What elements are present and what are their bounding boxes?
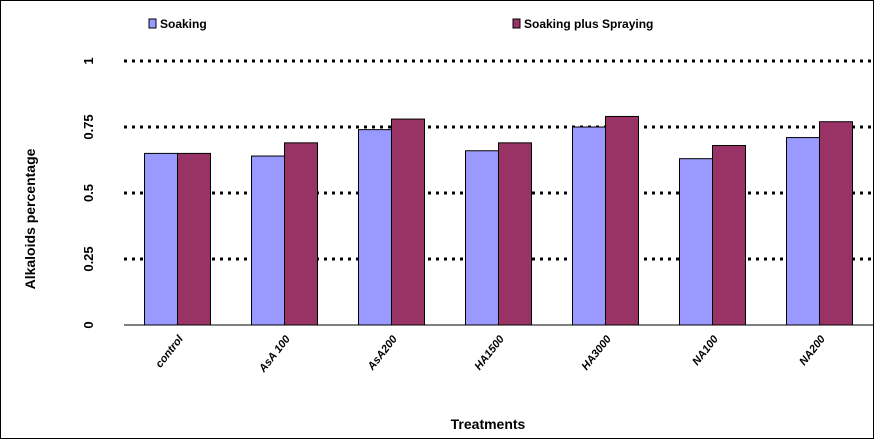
x-tick-label: NA100 bbox=[690, 333, 721, 368]
x-tick-label: HA3000 bbox=[580, 333, 615, 373]
x-tick-label: AsA200 bbox=[365, 333, 400, 374]
bar-soaking-plus-spraying-na100 bbox=[712, 144, 746, 326]
x-axis-title: Treatments bbox=[451, 416, 526, 432]
y-tick-label: 0.5 bbox=[81, 184, 96, 202]
gridlines bbox=[124, 59, 873, 261]
y-tick-label: 0.75 bbox=[81, 114, 96, 139]
bar-soaking-asa200 bbox=[358, 129, 392, 326]
x-tick-labels: control AsA 100 AsA200 HA1500 HA3000 NA100 NA2… bbox=[153, 333, 828, 376]
bar-soaking-plus-spraying-na200 bbox=[819, 121, 853, 326]
bar-soaking-na200 bbox=[786, 137, 820, 326]
bar-soaking-na100 bbox=[679, 158, 713, 326]
bar-soaking-plus-spraying-asa200 bbox=[391, 118, 425, 326]
bar-soaking-plus-spraying-control bbox=[177, 152, 211, 326]
y-tick-label: 0.25 bbox=[81, 246, 96, 271]
x-tick-label: HA1500 bbox=[473, 333, 508, 373]
x-tick-label: NA200 bbox=[797, 333, 828, 368]
bar-soaking-control bbox=[144, 152, 178, 326]
x-tick-label: AsA 100 bbox=[256, 333, 293, 376]
bars bbox=[144, 115, 853, 326]
bar-soaking-plus-spraying-ha3000 bbox=[605, 115, 639, 326]
legend-label-soaking: Soaking bbox=[160, 17, 207, 31]
y-axis-title: Alkaloids percentage bbox=[22, 148, 38, 289]
y-tick-labels: 0 0.25 0.5 0.75 1 bbox=[81, 57, 96, 328]
y-tick-label: 1 bbox=[81, 57, 96, 64]
bar-soaking-asa-100 bbox=[251, 155, 285, 326]
legend: Soaking Soaking plus Spraying bbox=[148, 17, 653, 31]
y-tick-label: 0 bbox=[81, 321, 96, 328]
x-tick-label: control bbox=[153, 333, 186, 371]
bar-soaking-ha1500 bbox=[465, 150, 499, 326]
legend-swatch-soaking-plus-spraying bbox=[512, 18, 521, 29]
bar-soaking-ha3000 bbox=[572, 126, 606, 326]
bar-soaking-plus-spraying-asa-100 bbox=[284, 142, 318, 326]
legend-swatch-soaking bbox=[148, 18, 157, 29]
legend-label-soaking-plus-spraying: Soaking plus Spraying bbox=[524, 17, 653, 31]
bar-soaking-plus-spraying-ha1500 bbox=[498, 142, 532, 326]
